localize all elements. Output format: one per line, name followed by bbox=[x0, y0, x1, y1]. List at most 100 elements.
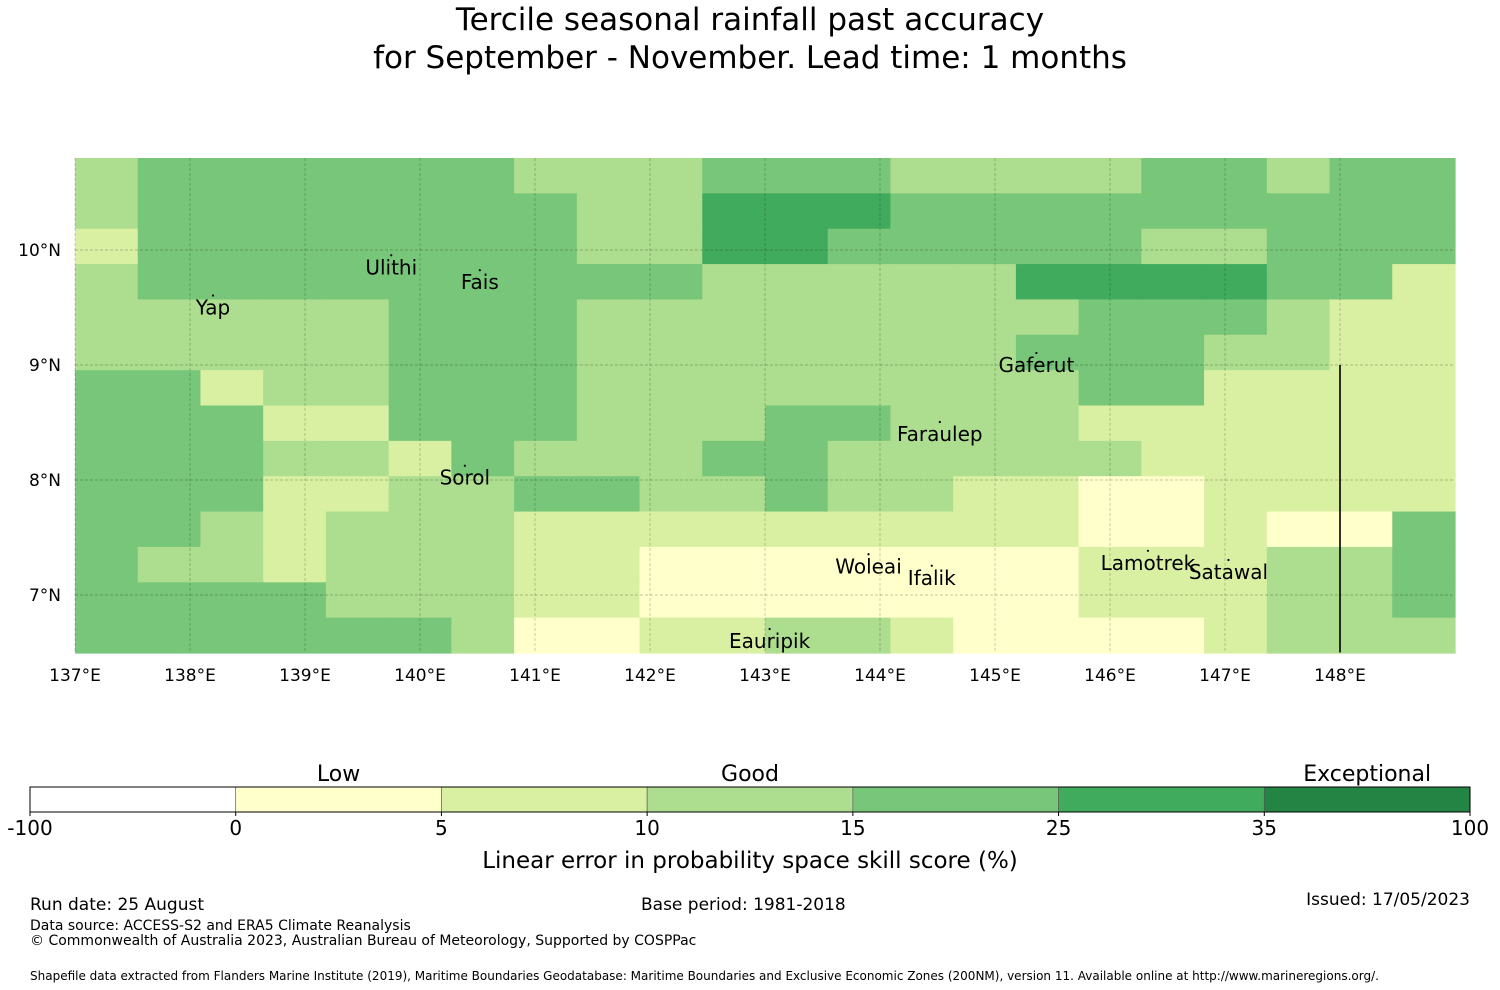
grid-cell bbox=[953, 158, 1017, 194]
grid-cell bbox=[1204, 193, 1268, 230]
grid-cell bbox=[75, 228, 139, 265]
grid-cell bbox=[953, 370, 1017, 407]
grid-cell bbox=[765, 334, 829, 371]
grid-cell bbox=[890, 158, 954, 194]
grid-cell bbox=[1141, 511, 1205, 548]
grid-cell bbox=[576, 264, 641, 301]
grid-cell bbox=[827, 476, 892, 513]
grid-cell bbox=[514, 476, 578, 513]
colorbar-tick-label: 0 bbox=[229, 816, 242, 840]
grid-cell bbox=[75, 193, 139, 230]
grid-cell bbox=[1266, 370, 1331, 407]
colorbar-bin bbox=[235, 786, 442, 813]
grid-cell bbox=[1329, 511, 1393, 548]
grid-cell bbox=[514, 299, 578, 336]
grid-cell bbox=[200, 546, 264, 583]
grid-cell bbox=[1392, 476, 1456, 513]
grid-cell bbox=[890, 334, 954, 371]
grid-cell bbox=[1141, 582, 1205, 619]
grid-cell bbox=[263, 440, 327, 477]
grid-cell bbox=[200, 158, 264, 194]
grid-cell bbox=[200, 193, 264, 230]
grid-cell bbox=[765, 582, 829, 619]
grid-cell bbox=[1141, 476, 1205, 513]
grid-cell bbox=[200, 617, 264, 654]
grid-cell bbox=[1329, 405, 1393, 442]
lat-tick-label: 7°N bbox=[29, 586, 61, 606]
grid-cell bbox=[263, 193, 327, 230]
grid-cell bbox=[702, 546, 766, 583]
grid-cell bbox=[451, 440, 515, 477]
grid-cell bbox=[765, 511, 829, 548]
place-label: Gaferut bbox=[998, 353, 1074, 377]
grid-cell bbox=[451, 370, 515, 407]
grid-cell bbox=[1015, 193, 1080, 230]
grid-cell bbox=[1015, 370, 1080, 407]
chart-title-line1: Tercile seasonal rainfall past accuracy bbox=[455, 2, 1045, 38]
grid-cell bbox=[953, 511, 1017, 548]
grid-cell bbox=[953, 264, 1017, 301]
lon-tick-label: 146°E bbox=[1084, 666, 1136, 686]
island-marker bbox=[1035, 351, 1038, 355]
grid-cell bbox=[325, 476, 390, 513]
data-source: Data source: ACCESS-S2 and ERA5 Climate … bbox=[30, 918, 411, 934]
grid-cell bbox=[263, 228, 327, 265]
lon-tick-label: 144°E bbox=[854, 666, 906, 686]
grid-cell bbox=[1392, 546, 1456, 583]
grid-cell bbox=[1392, 405, 1456, 442]
place-label: Ifalik bbox=[908, 566, 956, 590]
grid-cell bbox=[576, 193, 641, 230]
grid-cell bbox=[827, 158, 892, 194]
lon-tick-label: 143°E bbox=[739, 666, 791, 686]
grid-cell bbox=[576, 228, 641, 265]
grid-cell bbox=[325, 582, 390, 619]
grid-cell bbox=[1329, 582, 1393, 619]
grid-cell bbox=[639, 440, 703, 477]
grid-cell bbox=[388, 334, 452, 371]
lon-tick-label: 148°E bbox=[1314, 666, 1366, 686]
grid-cell bbox=[388, 440, 452, 477]
grid-cell bbox=[325, 440, 390, 477]
grid-cell bbox=[890, 299, 954, 336]
grid-cell bbox=[702, 334, 766, 371]
grid-cell bbox=[75, 617, 139, 654]
grid-cell bbox=[325, 158, 390, 194]
grid-cell bbox=[75, 370, 139, 407]
grid-cell bbox=[576, 299, 641, 336]
grid-cell bbox=[639, 264, 703, 301]
grid-cell bbox=[263, 582, 327, 619]
grid-cell bbox=[388, 617, 452, 654]
grid-cell bbox=[890, 405, 954, 442]
grid-cell bbox=[1204, 617, 1268, 654]
grid-cell bbox=[1141, 299, 1205, 336]
grid-cell bbox=[451, 334, 515, 371]
grid-cell bbox=[1392, 511, 1456, 548]
grid-cell bbox=[137, 405, 202, 442]
grid-cell bbox=[137, 440, 202, 477]
grid-cell bbox=[1078, 370, 1142, 407]
grid-cell bbox=[1015, 228, 1080, 265]
grid-cell bbox=[1141, 370, 1205, 407]
grid-cell bbox=[953, 193, 1017, 230]
grid-cell bbox=[200, 511, 264, 548]
grid-cell bbox=[263, 546, 327, 583]
grid-cell bbox=[1392, 370, 1456, 407]
grid-cell bbox=[325, 370, 390, 407]
grid-cell bbox=[451, 158, 515, 194]
grid-cell bbox=[1204, 582, 1268, 619]
grid-cell bbox=[890, 511, 954, 548]
grid-cell bbox=[200, 299, 264, 336]
grid-cell bbox=[137, 264, 202, 301]
skill-category-label: Good bbox=[721, 762, 779, 787]
grid-cell bbox=[1266, 511, 1331, 548]
grid-cell bbox=[200, 476, 264, 513]
grid-cell bbox=[388, 546, 452, 583]
place-label: Fais bbox=[461, 270, 499, 294]
grid-cell bbox=[451, 476, 515, 513]
grid-cell bbox=[263, 158, 327, 194]
grid-cell bbox=[702, 440, 766, 477]
grid-cell bbox=[639, 405, 703, 442]
grid-cell bbox=[702, 228, 766, 265]
island-marker bbox=[938, 420, 941, 424]
grid-cell bbox=[1329, 228, 1393, 265]
